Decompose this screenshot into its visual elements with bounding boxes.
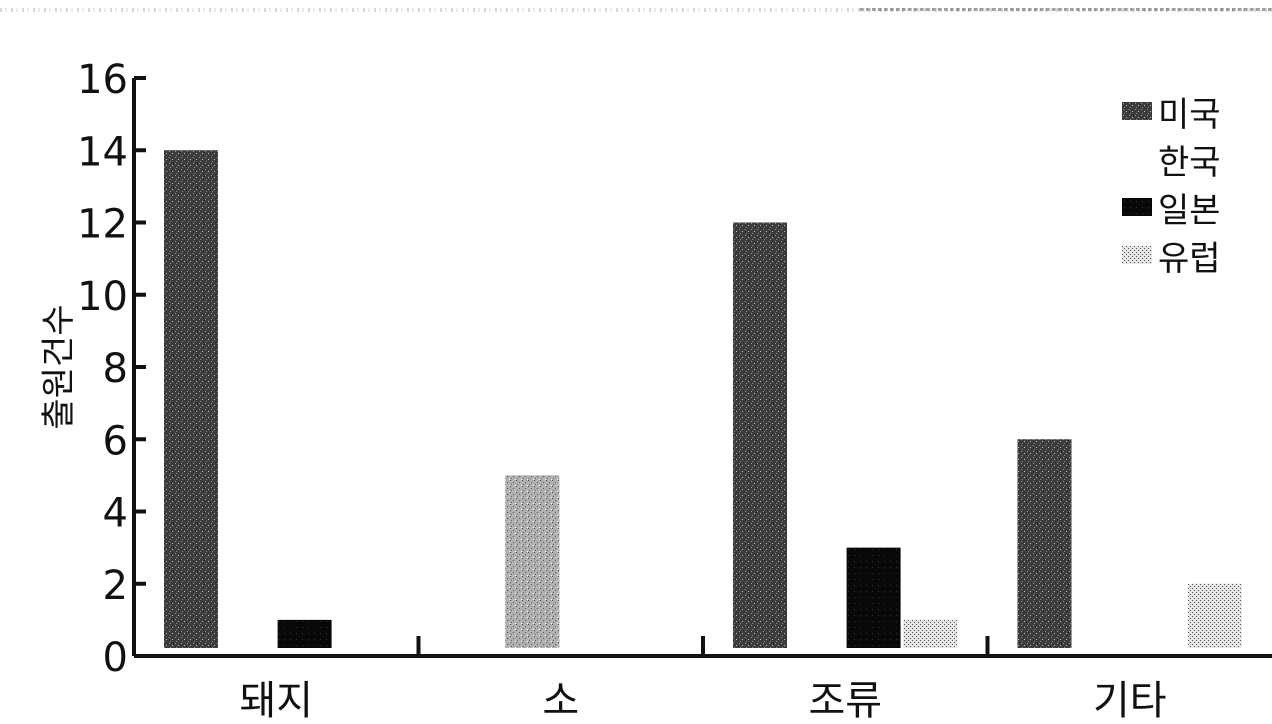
bars (164, 150, 1242, 648)
legend-label-일본: 일본 (1158, 191, 1221, 231)
y-axis: 0 2 4 6 8 10 12 14 16 (77, 57, 146, 681)
scan-artifact-strip (0, 8, 1272, 12)
legend-swatch-유럽 (1122, 246, 1152, 264)
y-tick-label: 10 (77, 274, 128, 320)
y-tick-label: 16 (77, 57, 128, 103)
y-tick-label: 6 (103, 418, 128, 464)
x-tick-label: 소 (542, 678, 579, 720)
bar-한국-소 (505, 475, 560, 648)
bar-유럽-기타 (1187, 583, 1242, 648)
x-tick-label: 조류 (808, 678, 882, 720)
legend-label-한국: 한국 (1158, 143, 1221, 183)
legend-label-유럽: 유럽 (1158, 239, 1221, 279)
bar-일본-돼지 (277, 619, 332, 648)
x-tick-label: 돼지 (239, 678, 313, 720)
x-tick-label: 기타 (1093, 678, 1167, 720)
y-tick-label: 4 (103, 491, 128, 537)
bar-유럽-조류 (903, 619, 958, 648)
y-tick-label: 8 (103, 346, 128, 392)
scan-artifact-strip-right (860, 8, 1272, 11)
legend-swatch-한국 (1122, 150, 1152, 168)
bar-미국-조류 (733, 222, 787, 648)
bar-미국-돼지 (164, 150, 218, 648)
y-tick-label: 12 (77, 202, 128, 248)
y-axis-title: 출원건수 (39, 304, 79, 429)
bar-미국-기타 (1017, 439, 1072, 648)
y-tick-label: 0 (103, 635, 128, 681)
legend-label-미국: 미국 (1158, 95, 1221, 135)
x-axis: 돼지 소 조류 기타 (134, 636, 1272, 724)
y-tick-label: 2 (103, 563, 128, 609)
legend-swatch-미국 (1122, 102, 1152, 120)
y-tick-label: 14 (77, 129, 128, 175)
bar-일본-조류 (846, 547, 901, 648)
legend-swatch-일본 (1122, 198, 1152, 216)
